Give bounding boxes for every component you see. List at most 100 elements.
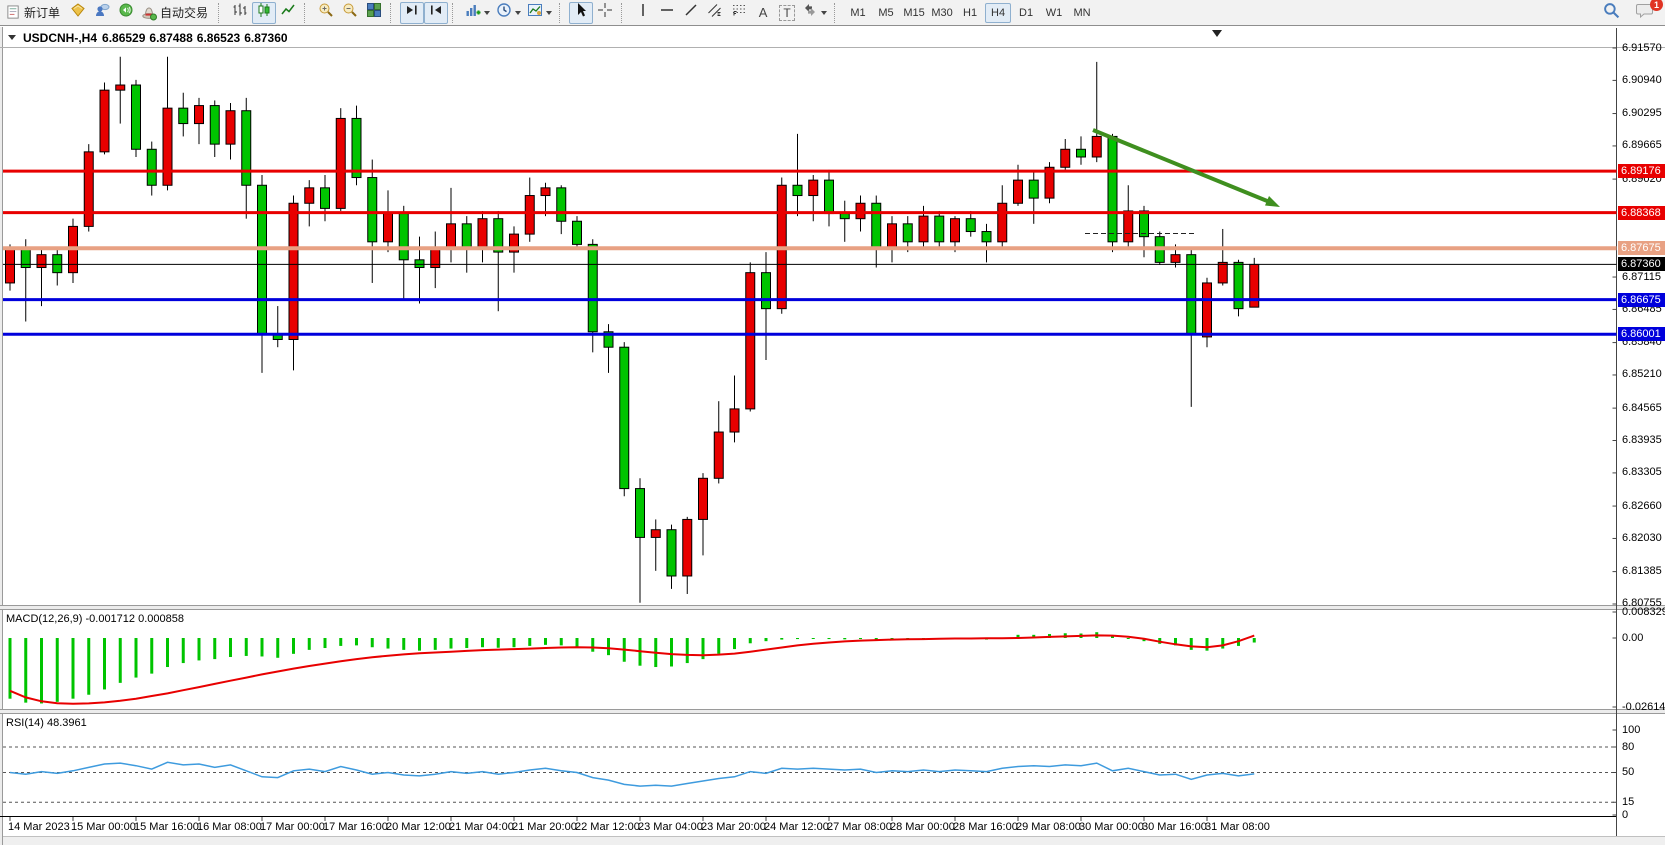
chart-title: USDCNH-,H4 6.86529 6.87488 6.86523 6.873… [4, 28, 288, 47]
collapse-chart-icon[interactable] [8, 35, 16, 40]
trendline-button[interactable] [679, 2, 703, 24]
price-axis-tick-label: 6.81385 [1622, 565, 1662, 577]
autotrading-button[interactable]: 自动交易 [138, 2, 214, 24]
ohlc-close: 6.87360 [244, 30, 288, 45]
chart-shift-marker-icon[interactable] [1212, 30, 1222, 37]
new-order-button[interactable]: 新订单 [3, 2, 66, 24]
price-axis-tick-label: 6.90940 [1622, 74, 1662, 86]
profiles-button[interactable] [90, 2, 114, 24]
dropdown-caret-icon[interactable] [546, 10, 553, 15]
new-order-icon [6, 5, 21, 20]
line-chart-button[interactable] [276, 2, 300, 24]
time-axis-label: 20 Mar 12:00 [386, 821, 451, 833]
text-label-button[interactable]: T [775, 2, 799, 24]
timeframe-h1-button[interactable]: H1 [963, 6, 978, 19]
toolbar-separator [218, 2, 225, 23]
horizontal-line-icon [659, 2, 675, 23]
toolbar-separator [390, 2, 397, 23]
add-indicator-button[interactable] [462, 2, 493, 24]
toolbar: 新订单 自动交易 [0, 0, 1665, 26]
price-axis-tick-label: 6.83305 [1622, 466, 1662, 478]
timeframe-m5-button[interactable]: M5 [878, 6, 894, 19]
timeframe-d1-button[interactable]: D1 [1019, 6, 1034, 19]
crosshair-button[interactable] [593, 2, 617, 24]
new-order-label: 新订单 [24, 6, 61, 20]
price-axis-tick-label: 6.85210 [1622, 368, 1662, 380]
fibonacci-button[interactable] [727, 2, 751, 24]
bar-chart-button[interactable] [228, 2, 252, 24]
quotes-button[interactable] [66, 2, 90, 24]
auto-scroll-icon [428, 2, 444, 23]
price-level-badge: 6.86675 [1618, 293, 1665, 307]
time-axis-label: 17 Mar 16:00 [323, 821, 388, 833]
quotes-icon [70, 2, 86, 23]
chat-button[interactable]: 1 [1633, 0, 1663, 24]
macd-signal-line [9, 634, 1255, 705]
price-axis-tick-label: 6.82660 [1622, 500, 1662, 512]
ohlc-low: 6.86523 [196, 30, 241, 45]
ohlc-high: 6.87488 [149, 30, 193, 45]
time-axis-label: 15 Mar 00:00 [71, 821, 136, 833]
search-icon [1603, 2, 1620, 24]
timeframe-h4-button[interactable]: H4 [985, 2, 1012, 23]
templates-icon [527, 2, 543, 23]
search-button[interactable] [1599, 2, 1623, 24]
zoom-in-button[interactable] [314, 2, 338, 24]
time-axis-label: 21 Mar 04:00 [449, 821, 514, 833]
alerts-button[interactable] [114, 2, 138, 24]
line-chart-icon [280, 2, 296, 23]
dropdown-caret-icon[interactable] [515, 10, 522, 15]
chart-shift-button[interactable] [400, 1, 425, 24]
arrows-button[interactable] [799, 2, 830, 24]
rsi-label: RSI(14) 48.3961 [6, 717, 87, 729]
time-axis-label: 17 Mar 00:00 [260, 821, 325, 833]
trend-arrow[interactable] [1092, 128, 1280, 207]
autotrading-icon [141, 5, 158, 21]
candlestick-chart-icon [256, 2, 272, 23]
timeframe-mn-button[interactable]: MN [1073, 6, 1091, 19]
vertical-line-icon [635, 2, 651, 23]
horizontal-line-button[interactable] [655, 2, 679, 24]
ohlc-open: 6.86529 [102, 30, 146, 45]
notification-badge[interactable]: 1 [1650, 0, 1663, 11]
zoom-out-button[interactable] [338, 2, 362, 24]
tile-windows-icon [366, 2, 382, 23]
periodicity-button[interactable] [493, 2, 524, 24]
time-axis-label: 16 Mar 08:00 [197, 821, 262, 833]
candlestick-chart-button[interactable] [252, 1, 277, 24]
zoom-out-icon [342, 2, 358, 23]
macd-scale-label: 0.00 [1622, 632, 1644, 644]
toolbar-separator [304, 2, 311, 23]
time-axis-label: 14 Mar 2023 [8, 821, 70, 833]
dropdown-caret-icon[interactable] [484, 10, 491, 15]
time-axis-label: 31 Mar 08:00 [1205, 821, 1270, 833]
text-button[interactable]: A [751, 2, 775, 24]
cursor-icon [573, 2, 589, 23]
trendline-icon [683, 2, 699, 23]
vertical-line-button[interactable] [631, 2, 655, 24]
price-level-badge: 6.86001 [1618, 327, 1665, 341]
timeframe-m1-button[interactable]: M1 [850, 6, 866, 19]
add-indicator-icon [465, 2, 481, 23]
dropdown-caret-icon[interactable] [821, 10, 828, 15]
macd-scale-label: 0.008329 [1622, 606, 1665, 618]
time-axis-label: 29 Mar 08:00 [1016, 821, 1081, 833]
price-level-badge: 6.87360 [1618, 257, 1665, 271]
templates-button[interactable] [524, 2, 555, 24]
timeframe-w1-button[interactable]: W1 [1045, 6, 1063, 19]
time-axis-label: 24 Mar 12:00 [764, 821, 829, 833]
time-axis-label: 23 Mar 20:00 [701, 821, 766, 833]
tile-windows-button[interactable] [362, 2, 386, 24]
timeframe-m30-button[interactable]: M30 [931, 6, 953, 19]
bar-chart-icon [232, 2, 248, 23]
equidistant-channel-button[interactable] [703, 2, 727, 24]
auto-scroll-button[interactable] [424, 1, 449, 24]
cursor-button[interactable] [569, 1, 594, 24]
macd-label: MACD(12,26,9) -0.001712 0.000858 [6, 613, 184, 625]
price-level-badge: 6.88368 [1618, 206, 1665, 220]
time-axis-label: 30 Mar 16:00 [1142, 821, 1207, 833]
timeframe-m15-button[interactable]: M15 [903, 6, 925, 19]
zoom-in-icon [318, 2, 334, 23]
price-axis-tick-label: 6.91570 [1622, 42, 1662, 54]
